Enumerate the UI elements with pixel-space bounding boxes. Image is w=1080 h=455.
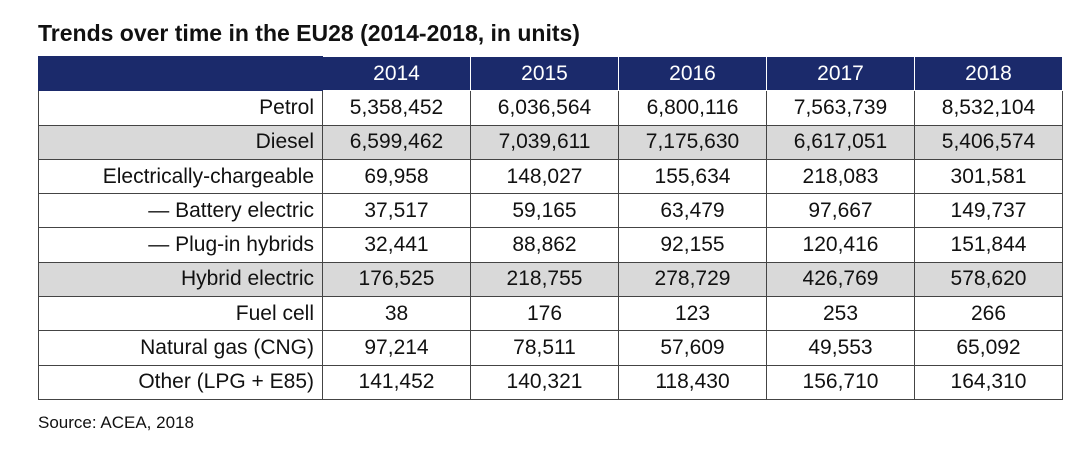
row-label: Petrol	[38, 90, 323, 126]
table-row: Fuel cell 38 176 123 253 266	[38, 296, 1063, 332]
cell-value: 32,441	[322, 227, 471, 263]
column-header: 2014	[322, 55, 471, 92]
cell-value: 6,800,116	[618, 90, 767, 126]
cell-value: 148,027	[470, 158, 619, 195]
cell-value: 5,406,574	[914, 124, 1063, 160]
cell-value: 8,532,104	[914, 90, 1063, 126]
header-row: 2014 2015 2016 2017 2018	[38, 55, 1063, 92]
table-row: Diesel 6,599,462 7,039,611 7,175,630 6,617,0…	[38, 124, 1063, 160]
table-row: Electrically-chargeable 69,958 148,027 155,…	[38, 158, 1063, 195]
cell-value: 141,452	[322, 364, 471, 400]
cell-value: 176,525	[322, 261, 471, 298]
column-header: 2016	[618, 55, 767, 92]
cell-value: 151,844	[914, 227, 1063, 263]
cell-value: 578,620	[914, 261, 1063, 298]
cell-value: 218,083	[766, 158, 915, 195]
cell-value: 253	[766, 296, 915, 332]
cell-value: 37,517	[322, 193, 471, 229]
cell-value: 164,310	[914, 364, 1063, 400]
row-label: Other (LPG + E85)	[38, 364, 323, 400]
row-label: — Plug-in hybrids	[38, 227, 323, 263]
table-row: Hybrid electric 176,525 218,755 278,729 426,…	[38, 261, 1063, 298]
cell-value: 49,553	[766, 330, 915, 366]
table-row: — Plug-in hybrids 32,441 88,862 92,155 120,4…	[38, 227, 1063, 263]
cell-value: 140,321	[470, 364, 619, 400]
table-row: Other (LPG + E85) 141,452 140,321 118,430 15…	[38, 364, 1063, 400]
cell-value: 38	[322, 296, 471, 332]
cell-value: 97,667	[766, 193, 915, 229]
row-label: Diesel	[38, 124, 323, 160]
header-corner	[38, 55, 323, 92]
table-row: Petrol 5,358,452 6,036,564 6,800,116 7,563,7…	[38, 90, 1063, 126]
table-row: — Battery electric 37,517 59,165 63,479 97,6…	[38, 193, 1063, 229]
cell-value: 97,214	[322, 330, 471, 366]
cell-value: 63,479	[618, 193, 767, 229]
cell-value: 176	[470, 296, 619, 332]
cell-value: 301,581	[914, 158, 1063, 195]
column-header: 2018	[914, 55, 1063, 92]
cell-value: 5,358,452	[322, 90, 471, 126]
cell-value: 57,609	[618, 330, 767, 366]
table-row: Natural gas (CNG) 97,214 78,511 57,609 49,55…	[38, 330, 1063, 366]
cell-value: 123	[618, 296, 767, 332]
cell-value: 118,430	[618, 364, 767, 400]
cell-value: 65,092	[914, 330, 1063, 366]
row-label: Electrically-chargeable	[38, 158, 323, 195]
cell-value: 69,958	[322, 158, 471, 195]
row-label: Hybrid electric	[38, 261, 323, 298]
cell-value: 156,710	[766, 364, 915, 400]
data-table: 2014 2015 2016 2017 2018 Petrol 5,358,452 6,03…	[38, 55, 1063, 400]
cell-value: 120,416	[766, 227, 915, 263]
cell-value: 6,617,051	[766, 124, 915, 160]
cell-value: 155,634	[618, 158, 767, 195]
cell-value: 6,036,564	[470, 90, 619, 126]
cell-value: 218,755	[470, 261, 619, 298]
cell-value: 7,039,611	[470, 124, 619, 160]
row-label: Natural gas (CNG)	[38, 330, 323, 366]
cell-value: 7,563,739	[766, 90, 915, 126]
source-note: Source: ACEA, 2018	[38, 413, 194, 432]
column-header: 2017	[766, 55, 915, 92]
cell-value: 266	[914, 296, 1063, 332]
cell-value: 88,862	[470, 227, 619, 263]
table-title: Trends over time in the EU28 (2014-2018,…	[38, 20, 580, 46]
cell-value: 7,175,630	[618, 124, 767, 160]
cell-value: 92,155	[618, 227, 767, 263]
cell-value: 426,769	[766, 261, 915, 298]
row-label: Fuel cell	[38, 296, 323, 332]
column-header: 2015	[470, 55, 619, 92]
row-label: — Battery electric	[38, 193, 323, 229]
cell-value: 59,165	[470, 193, 619, 229]
cell-value: 278,729	[618, 261, 767, 298]
cell-value: 6,599,462	[322, 124, 471, 160]
cell-value: 149,737	[914, 193, 1063, 229]
cell-value: 78,511	[470, 330, 619, 366]
